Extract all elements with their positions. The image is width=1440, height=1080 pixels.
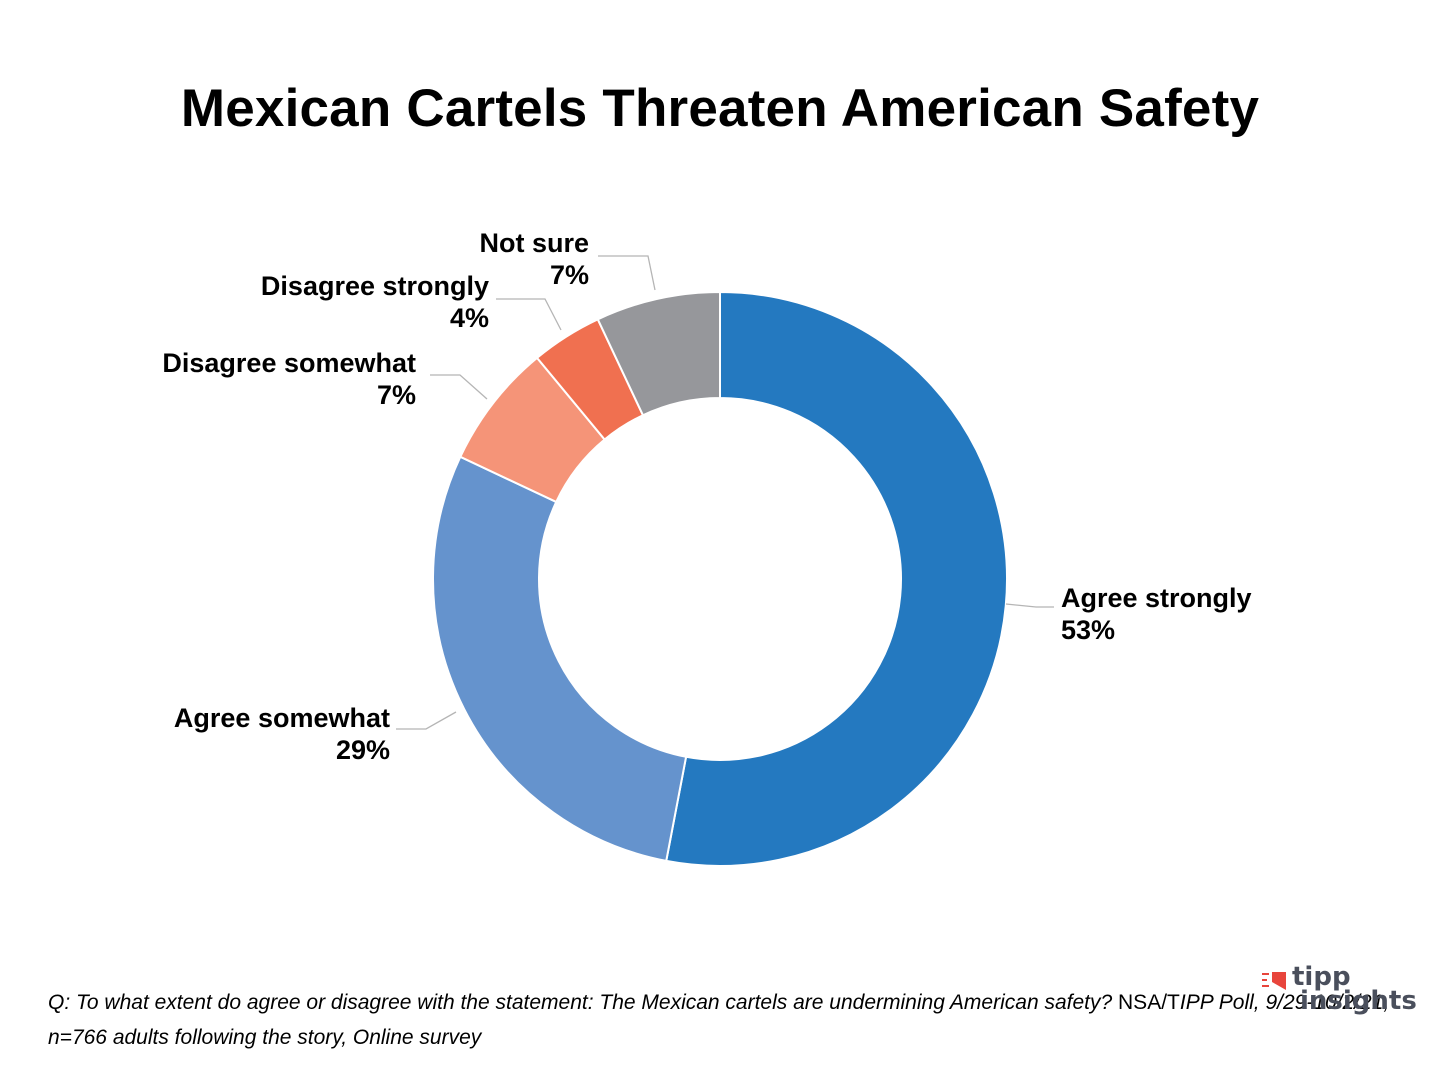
leader-line-not-sure	[598, 255, 656, 291]
slice-label-value: 7%	[376, 380, 416, 410]
data-label-agree-somewhat: Agree somewhat 29%	[174, 702, 390, 766]
slice-label-name: Agree strongly	[1061, 583, 1252, 613]
slice-agree-somewhat	[432, 455, 688, 863]
slice-label-value: 4%	[449, 303, 489, 333]
slice-label-value: 29%	[335, 735, 390, 765]
tipp-insights-logo: tipp insights	[1262, 962, 1417, 1016]
leader-line-agree-somewhat	[396, 711, 457, 730]
leader-line-agree-strongly	[1005, 603, 1054, 608]
slice-not-sure	[596, 290, 721, 417]
data-label-disagree-somewhat: Disagree somewhat 7%	[162, 347, 416, 411]
logo-word-insights: insights	[1300, 986, 1417, 1016]
footnote-source-prefix: NSA/T	[1118, 991, 1180, 1014]
slice-agree-strongly	[665, 290, 1009, 867]
data-label-disagree-strongly: Disagree strongly 4%	[261, 270, 489, 334]
logo-mark-icon	[1262, 972, 1286, 990]
slice-label-name: Agree somewhat	[173, 703, 390, 733]
leader-line-disagree-somewhat	[430, 374, 488, 400]
chart-title: Mexican Cartels Threaten American Safety	[180, 79, 1260, 138]
slice-label-value: 7%	[549, 260, 589, 290]
data-label-agree-strongly: Agree strongly 53%	[1061, 582, 1252, 646]
data-label-not-sure: Not sure 7%	[479, 227, 589, 291]
footnote-source: IPP Poll, 9/29-10/2/21, n=766 adults fol…	[48, 991, 1390, 1049]
footnote-question: Q: To what extent do agree or disagree w…	[48, 991, 1113, 1014]
logo-word-tipp: tipp	[1292, 962, 1351, 992]
slice-label-name: Disagree somewhat	[162, 348, 416, 378]
slice-label-name: Disagree strongly	[260, 271, 489, 301]
footnote: Q: To what extent do agree or disagree w…	[48, 985, 1440, 1055]
slice-label-value: 53%	[1061, 615, 1116, 645]
leader-line-disagree-strongly	[496, 298, 562, 331]
slice-label-name: Not sure	[479, 228, 589, 258]
